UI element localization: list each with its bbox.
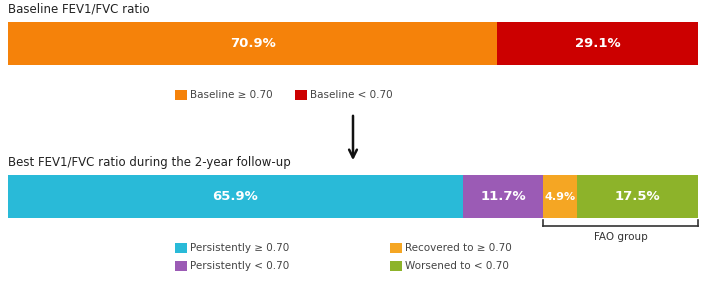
Text: Baseline < 0.70: Baseline < 0.70 [310, 90, 393, 100]
Bar [462, 175, 544, 218]
Text: Worsened to < 0.70: Worsened to < 0.70 [405, 261, 509, 271]
Bar [497, 22, 698, 65]
Text: FAO group: FAO group [594, 232, 647, 242]
Text: Baseline ≥ 0.70: Baseline ≥ 0.70 [190, 90, 273, 100]
Text: 17.5%: 17.5% [615, 190, 660, 203]
Text: Persistently ≥ 0.70: Persistently ≥ 0.70 [190, 243, 289, 253]
Text: 70.9%: 70.9% [229, 37, 275, 50]
Bar [544, 175, 578, 218]
Bar [175, 261, 187, 271]
Bar [175, 90, 187, 100]
Text: Best FEV1/FVC ratio during the 2-year follow-up: Best FEV1/FVC ratio during the 2-year fo… [8, 156, 291, 169]
Text: 29.1%: 29.1% [575, 37, 621, 50]
Bar [578, 175, 698, 218]
Text: Persistently < 0.70: Persistently < 0.70 [190, 261, 289, 271]
Text: Recovered to ≥ 0.70: Recovered to ≥ 0.70 [405, 243, 512, 253]
Bar [175, 243, 187, 253]
Text: 65.9%: 65.9% [213, 190, 258, 203]
Bar [390, 243, 402, 253]
Bar [390, 261, 402, 271]
Bar [8, 22, 497, 65]
Bar [295, 90, 307, 100]
Text: 4.9%: 4.9% [545, 192, 576, 201]
Text: 11.7%: 11.7% [480, 190, 526, 203]
Text: Baseline FEV1/FVC ratio: Baseline FEV1/FVC ratio [8, 3, 150, 16]
Bar [8, 175, 462, 218]
